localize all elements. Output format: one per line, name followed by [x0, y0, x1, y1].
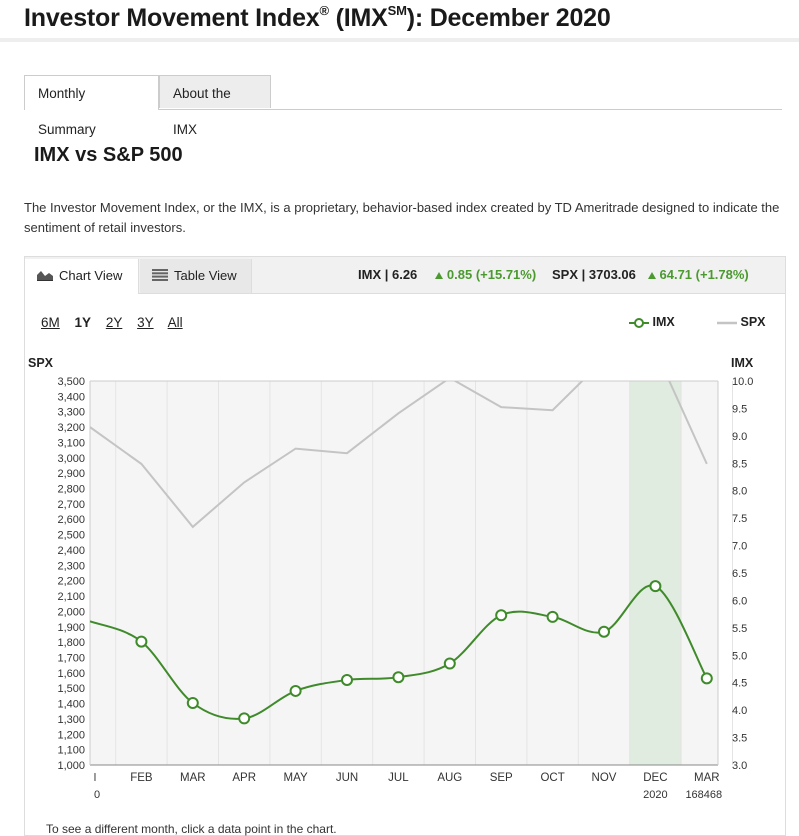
- range-all[interactable]: All: [167, 315, 183, 330]
- range-3y[interactable]: 3Y: [137, 315, 154, 330]
- spx-change: 64.71 (+1.78%): [659, 267, 749, 282]
- imx-quote: IMX | 6.26 0.85 (+15.71%): [358, 257, 536, 293]
- imx-legend-swatch: [629, 317, 649, 328]
- footer-note: To see a different month, click a data p…: [46, 822, 337, 836]
- page-tabs: Monthly Summary About the IMX: [24, 75, 782, 137]
- up-arrow-icon: [434, 271, 443, 279]
- tab-about-imx[interactable]: About the IMX: [159, 75, 271, 137]
- tab-chart-view[interactable]: Chart View: [25, 259, 139, 294]
- range-1y[interactable]: 1Y: [74, 315, 92, 330]
- up-arrow-icon: [647, 271, 656, 279]
- chart-view-label: Chart View: [59, 268, 123, 283]
- legend-imx[interactable]: IMX: [629, 315, 675, 329]
- chart-icon: [37, 260, 53, 294]
- tab-table-view[interactable]: Table View: [140, 259, 252, 293]
- page-title: Investor Movement Index® (IMXSM): Decemb…: [24, 2, 611, 32]
- section-description: The Investor Movement Index, or the IMX,…: [24, 200, 780, 235]
- imx-change: 0.85 (+15.71%): [446, 267, 537, 282]
- spx-quote: SPX | 3703.06 64.71 (+1.78%): [552, 257, 749, 293]
- range-selector: 6M 1Y 2Y 3Y All: [41, 315, 194, 330]
- spx-value: SPX | 3703.06: [552, 267, 636, 282]
- title-divider: [0, 38, 799, 42]
- table-icon: [152, 260, 168, 294]
- spx-legend-swatch: [717, 321, 737, 324]
- range-2y[interactable]: 2Y: [105, 315, 123, 330]
- table-view-label: Table View: [174, 268, 237, 283]
- imx-value: IMX | 6.26: [358, 267, 418, 282]
- chart-panel: Chart View Table View IMX | 6.26 0.85 (+…: [24, 256, 786, 836]
- legend-spx[interactable]: SPX: [717, 315, 766, 329]
- section-heading: IMX vs S&P 500: [34, 144, 183, 166]
- tab-monthly-summary[interactable]: Monthly Summary: [24, 75, 159, 137]
- range-6m[interactable]: 6M: [41, 315, 60, 330]
- chart-panel-header: Chart View Table View IMX | 6.26 0.85 (+…: [25, 257, 785, 294]
